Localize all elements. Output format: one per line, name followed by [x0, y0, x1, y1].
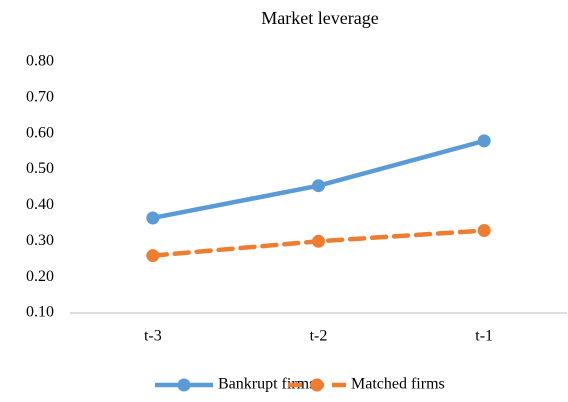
- x-tick-label: t-2: [310, 328, 328, 345]
- series-marker: [146, 211, 160, 225]
- legend-label: Matched firms: [351, 376, 445, 393]
- series-marker: [477, 134, 491, 148]
- series-marker: [312, 179, 325, 193]
- chart-title: Market leverage: [261, 8, 378, 28]
- series-marker: [477, 224, 491, 238]
- x-tick-label: t-3: [144, 328, 162, 345]
- y-tick-label: 0.70: [26, 89, 54, 106]
- y-tick-label: 0.30: [26, 232, 54, 249]
- y-tick-label: 0.40: [26, 196, 54, 213]
- y-tick-label: 0.80: [26, 53, 54, 70]
- legend-label: Bankrupt firms: [218, 376, 315, 393]
- y-tick-label: 0.50: [26, 160, 54, 177]
- series-marker: [146, 249, 160, 263]
- legend-marker: [310, 378, 324, 392]
- y-tick-label: 0.20: [26, 268, 54, 285]
- legend-marker: [177, 378, 191, 392]
- x-tick-label: t-1: [475, 328, 493, 345]
- y-tick-label: 0.60: [26, 124, 54, 141]
- y-tick-label: 0.10: [26, 304, 54, 321]
- series-marker: [312, 234, 325, 248]
